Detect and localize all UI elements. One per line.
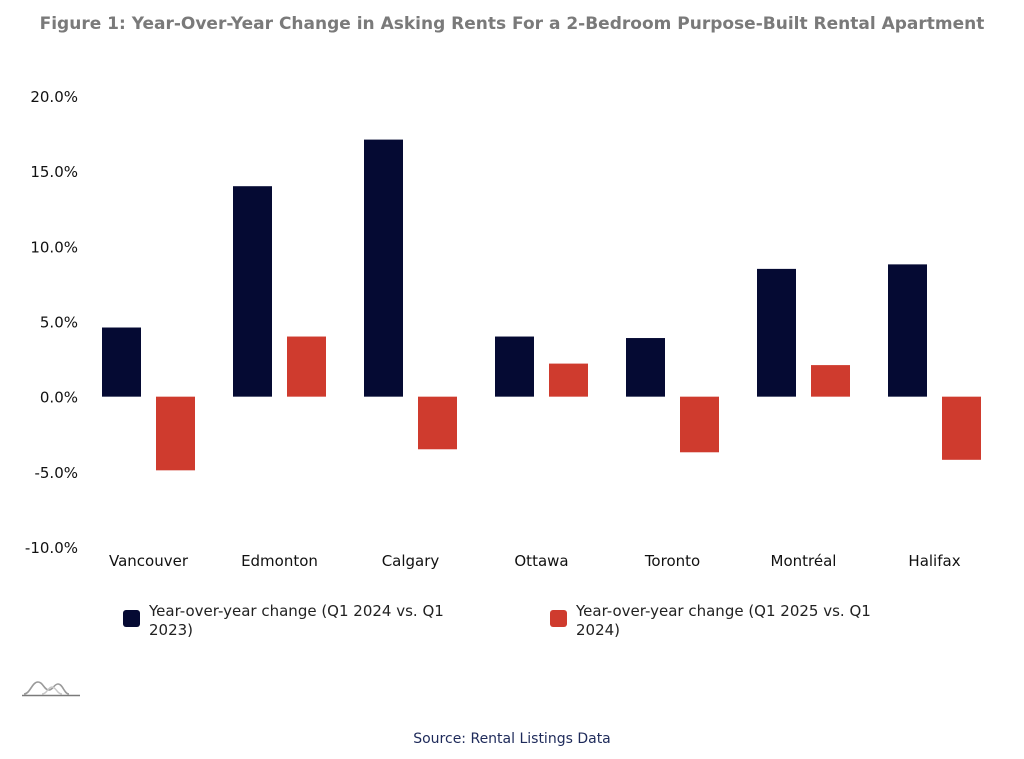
legend-swatch-series-2 [550, 610, 567, 627]
legend-swatch-series-1 [123, 610, 140, 627]
y-tick-label: -5.0% [34, 464, 78, 482]
bar-2-ottawa [549, 363, 588, 397]
x-tick-label: Toronto [644, 552, 700, 570]
y-tick-label: 0.0% [40, 389, 78, 407]
bar-2-montréal [811, 365, 850, 397]
bar-2-calgary [418, 396, 457, 450]
bar-1-toronto [626, 338, 665, 397]
bar-1-ottawa [495, 336, 534, 397]
bar-1-vancouver [102, 327, 141, 397]
bar-series [102, 139, 981, 471]
y-tick-label: 5.0% [40, 314, 78, 332]
x-tick-label: Edmonton [241, 552, 318, 570]
y-tick-label: 10.0% [30, 238, 78, 256]
legend-item-series-1: Year-over-year change (Q1 2024 vs. Q1 20… [123, 602, 489, 640]
bar-2-toronto [680, 396, 719, 453]
x-tick-label: Vancouver [109, 552, 189, 570]
x-tick-label: Calgary [382, 552, 440, 570]
y-axis-tick-labels: 20.0% 15.0% 10.0% 5.0% 0.0% -5.0% -10.0% [25, 88, 78, 557]
y-tick-label: -10.0% [25, 539, 78, 557]
bar-2-halifax [942, 396, 981, 460]
bar-1-edmonton [233, 186, 272, 397]
source-note: Source: Rental Listings Data [413, 731, 611, 747]
y-tick-label: 20.0% [30, 88, 78, 106]
bar-1-halifax [888, 264, 927, 397]
x-tick-label: Halifax [908, 552, 960, 570]
legend-item-series-2: Year-over-year change (Q1 2025 vs. Q1 20… [550, 602, 916, 640]
x-axis-tick-labels: Vancouver Edmonton Calgary Ottawa Toronto Mon… [109, 552, 961, 570]
mountain-logo-icon [22, 681, 80, 697]
legend-label-series-1: Year-over-year change (Q1 2024 vs. Q1 20… [149, 602, 444, 639]
bar-chart: 20.0% 15.0% 10.0% 5.0% 0.0% -5.0% -10.0% Vanco… [25, 88, 981, 570]
bar-1-montréal [757, 268, 796, 397]
x-tick-label: Ottawa [514, 552, 568, 570]
x-tick-label: Montréal [771, 552, 837, 570]
legend-label-series-2: Year-over-year change (Q1 2025 vs. Q1 20… [576, 602, 871, 639]
y-tick-label: 15.0% [30, 163, 78, 181]
chart-title: Figure 1: Year-Over-Year Change in Askin… [39, 14, 985, 34]
bar-1-calgary [364, 139, 403, 397]
bar-2-vancouver [156, 396, 195, 471]
bar-2-edmonton [287, 336, 326, 397]
